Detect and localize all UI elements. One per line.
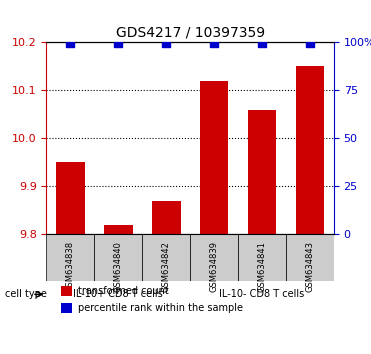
FancyBboxPatch shape <box>238 234 286 280</box>
Bar <box>248 110 276 234</box>
Bar <box>152 201 181 234</box>
Bar <box>296 67 324 234</box>
Point <box>115 41 121 46</box>
FancyBboxPatch shape <box>190 234 238 280</box>
Bar <box>46 42 94 234</box>
FancyBboxPatch shape <box>286 234 334 280</box>
Text: GSM634838: GSM634838 <box>66 241 75 292</box>
Bar <box>61 286 72 296</box>
Point <box>68 41 73 46</box>
Point <box>163 41 169 46</box>
Text: GSM634841: GSM634841 <box>257 241 266 292</box>
Point <box>211 41 217 46</box>
Title: GDS4217 / 10397359: GDS4217 / 10397359 <box>116 26 265 40</box>
Text: IL-10- CD8 T cells: IL-10- CD8 T cells <box>219 289 305 299</box>
FancyBboxPatch shape <box>46 283 190 306</box>
FancyBboxPatch shape <box>94 234 142 280</box>
Text: GSM634842: GSM634842 <box>162 241 171 292</box>
Text: transformed count: transformed count <box>78 286 169 296</box>
Point <box>259 41 265 46</box>
Text: IL-10+ CD8 T cells: IL-10+ CD8 T cells <box>73 289 163 299</box>
Bar <box>200 81 229 234</box>
Bar <box>104 225 133 234</box>
Point <box>307 41 313 46</box>
FancyBboxPatch shape <box>46 234 94 280</box>
Bar <box>94 42 142 234</box>
Text: percentile rank within the sample: percentile rank within the sample <box>78 303 243 313</box>
FancyBboxPatch shape <box>190 283 334 306</box>
Bar <box>142 42 190 234</box>
Text: GSM634843: GSM634843 <box>305 241 315 292</box>
Bar <box>56 162 85 234</box>
FancyBboxPatch shape <box>142 234 190 280</box>
Bar <box>286 42 334 234</box>
Text: GSM634839: GSM634839 <box>210 241 219 292</box>
Text: cell type: cell type <box>4 289 46 299</box>
Text: GSM634840: GSM634840 <box>114 241 123 292</box>
Bar <box>190 42 238 234</box>
Bar <box>61 303 72 313</box>
Bar <box>238 42 286 234</box>
